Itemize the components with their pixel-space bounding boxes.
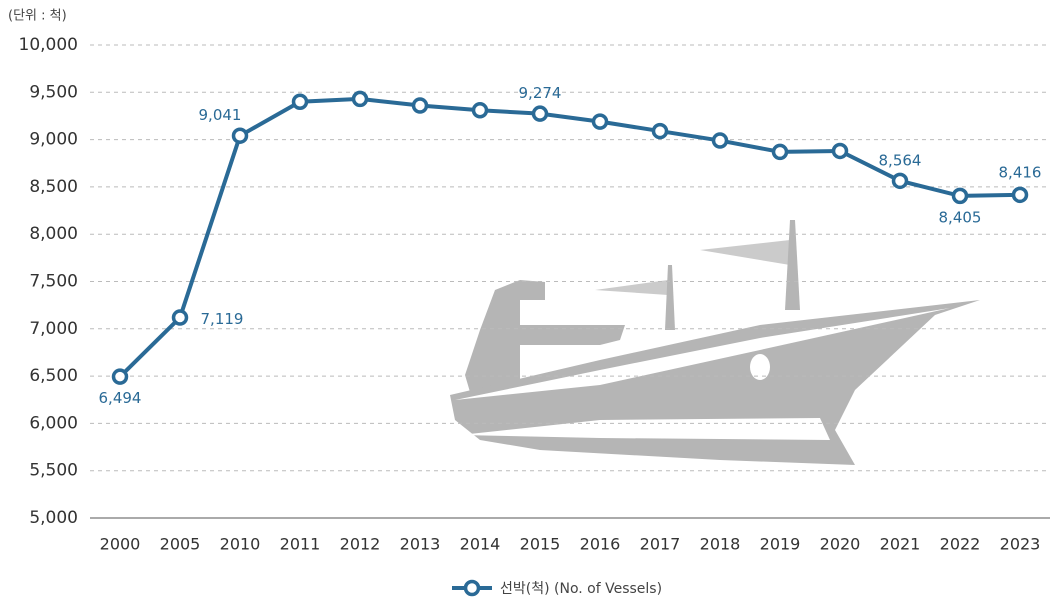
x-tick-label: 2017 — [640, 535, 681, 554]
data-label: 8,416 — [999, 163, 1042, 181]
y-tick-label: 7,500 — [29, 272, 78, 292]
legend-marker — [463, 579, 481, 597]
y-tick-label: 9,000 — [29, 130, 78, 150]
y-tick-label: 9,500 — [29, 82, 78, 102]
y-tick-label: 10,000 — [19, 35, 78, 55]
data-point — [1011, 186, 1029, 204]
x-tick-label: 2012 — [340, 535, 381, 554]
x-tick-label: 2011 — [280, 535, 321, 554]
data-point — [171, 309, 189, 326]
x-tick-label: 2019 — [760, 535, 801, 554]
y-tick-label: 8,500 — [29, 177, 78, 197]
y-tick-label: 5,000 — [29, 508, 78, 528]
data-point — [951, 187, 969, 205]
data-point — [891, 172, 909, 190]
data-point — [651, 122, 669, 140]
data-point — [411, 97, 429, 114]
data-label: 8,405 — [939, 208, 982, 226]
y-tick-label: 6,000 — [29, 413, 78, 433]
x-tick-label: 2005 — [160, 535, 201, 554]
data-label: 9,041 — [199, 106, 242, 124]
data-point — [351, 90, 369, 108]
data-label: 7,119 — [201, 310, 244, 328]
data-label: 9,274 — [519, 84, 562, 102]
y-tick-label: 6,500 — [29, 366, 78, 386]
x-tick-label: 2018 — [700, 535, 741, 554]
data-label: 6,494 — [99, 389, 142, 407]
data-point — [471, 102, 489, 119]
x-tick-label: 2016 — [580, 535, 621, 554]
data-point — [591, 113, 609, 130]
x-tick-label: 2015 — [520, 535, 561, 554]
y-tick-label: 8,000 — [29, 224, 78, 244]
series-line — [118, 96, 1021, 379]
ship-illustration — [450, 220, 980, 465]
unit-note: (단위 : 척) — [8, 9, 67, 24]
data-point — [771, 143, 789, 161]
x-tick-label: 2000 — [100, 535, 141, 554]
data-point — [231, 127, 249, 144]
x-tick-label: 2023 — [1000, 535, 1041, 554]
legend: 선박(척) (No. of Vessels) — [452, 579, 662, 597]
x-tick-label: 2021 — [880, 535, 921, 554]
data-label: 8,564 — [879, 151, 922, 169]
x-tick-label: 2013 — [400, 535, 441, 554]
data-point — [531, 105, 549, 122]
data-point — [711, 132, 729, 149]
x-tick-label: 2010 — [220, 535, 261, 554]
legend-label: 선박(척) (No. of Vessels) — [500, 581, 662, 597]
x-tick-label: 2014 — [460, 535, 501, 554]
data-point — [291, 93, 309, 111]
data-point — [111, 368, 129, 385]
data-point — [831, 142, 849, 160]
y-tick-label: 7,000 — [29, 319, 78, 339]
x-tick-label: 2022 — [940, 535, 981, 554]
x-tick-label: 2020 — [820, 535, 861, 554]
y-tick-label: 5,500 — [29, 461, 78, 481]
